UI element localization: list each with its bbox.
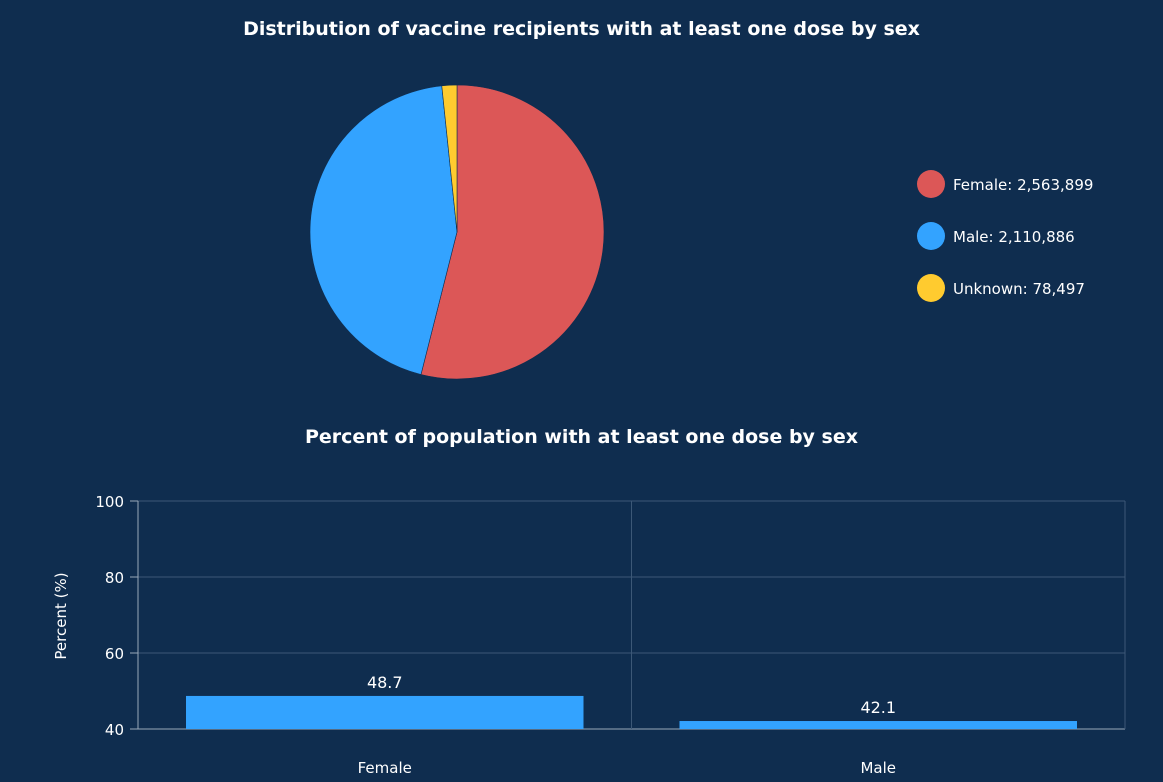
y-tick-label: 60 — [105, 645, 124, 663]
y-axis-label: Percent (%) — [52, 572, 70, 659]
legend-label-female: Female: 2,563,899 — [953, 176, 1093, 194]
legend-marker-unknown — [917, 274, 945, 302]
legend-value-female: 2,563,899 — [1017, 176, 1093, 194]
legend-value-male: 2,110,886 — [998, 228, 1074, 246]
bar-value-label-female: 48.7 — [367, 673, 403, 692]
pie-slice-male[interactable] — [309, 85, 458, 375]
pie-slice-female[interactable] — [420, 84, 605, 380]
legend-item-female[interactable]: Female: 2,563,899 — [917, 170, 1093, 198]
legend-marker-female — [917, 170, 945, 198]
bar-female[interactable] — [186, 695, 584, 729]
legend-value-unknown: 78,497 — [1032, 280, 1085, 298]
y-tick-label: 100 — [95, 493, 124, 511]
legend-item-male[interactable]: Male: 2,110,886 — [917, 222, 1075, 250]
pie-chart-title: Distribution of vaccine recipients with … — [243, 18, 920, 40]
legend-item-unknown[interactable]: Unknown: 78,497 — [917, 274, 1085, 302]
x-tick-label-female: Female — [358, 759, 412, 777]
bar-chart-title: Percent of population with at least one … — [304, 426, 859, 448]
legend-label-unknown: Unknown: 78,497 — [953, 280, 1085, 298]
legend-label-male: Male: 2,110,886 — [953, 228, 1075, 246]
y-tick-label: 40 — [105, 721, 124, 739]
bar-male[interactable] — [679, 721, 1078, 729]
bar-value-label-male: 42.1 — [860, 698, 896, 717]
pie-slice-unknown[interactable] — [441, 84, 458, 233]
legend-marker-male — [917, 222, 945, 250]
x-tick-label-male: Male — [860, 759, 896, 777]
pie-chart: Female: 2,563,899 Male: 2,110,886 Unknown:… — [309, 84, 1093, 380]
y-tick-label: 80 — [105, 569, 124, 587]
